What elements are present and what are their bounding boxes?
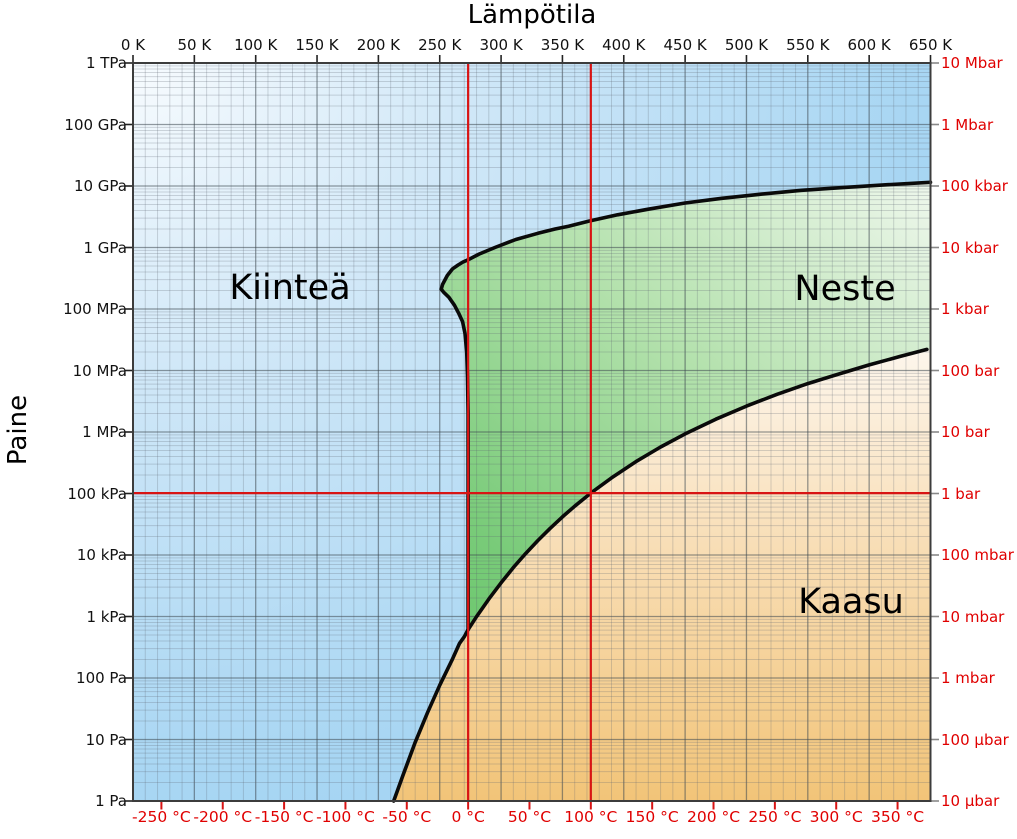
x-top-tick-label: 250 K xyxy=(418,36,462,54)
x-bottom-tick-label: 150 °C xyxy=(625,808,679,826)
x-top-tick-label: 50 K xyxy=(177,36,212,54)
y-right-tick-label: 100 bar xyxy=(941,361,1000,380)
region-label-gas: Kaasu xyxy=(798,582,904,622)
x-axis-title: Lämpötila xyxy=(467,0,597,30)
y-right-tick-label: 1 bar xyxy=(941,484,981,503)
x-bottom-tick-label: -250 °C xyxy=(132,808,191,826)
x-top-tick-label: 500 K xyxy=(724,36,769,54)
region-label-solid: Kiinteä xyxy=(229,268,351,308)
melting-curve xyxy=(439,180,933,632)
x-bottom-tick-label: 200 °C xyxy=(686,808,741,826)
sublimation-curve xyxy=(391,627,470,803)
x-bottom-tick-label: -100 °C xyxy=(316,808,375,826)
y-left-tick-label: 100 GPa xyxy=(64,115,127,134)
x-top-tick-label: 0 K xyxy=(120,36,146,54)
phase-boundary-curves xyxy=(391,180,933,803)
reference-lines xyxy=(133,63,931,801)
x-top-tick-label: 650 K xyxy=(908,36,953,54)
region-label-liquid: Neste xyxy=(794,269,896,309)
y-right-tick-label: 1 mbar xyxy=(941,669,995,687)
x-bottom-tick-label: 350 °C xyxy=(871,808,925,826)
y-left-tick-label: 100 kPa xyxy=(67,484,127,503)
y-right-tick-label: 10 Mbar xyxy=(941,54,1003,72)
x-top-tick-label: 150 K xyxy=(295,36,339,54)
y-right-tick-label: 1 kbar xyxy=(941,300,989,318)
y-right-tick-label: 1 Mbar xyxy=(941,115,994,134)
x-bottom-tick-label: 300 °C xyxy=(809,808,863,826)
x-bottom-tick-label: -150 °C xyxy=(254,808,314,826)
x-bottom-tick-label: 50 °C xyxy=(507,808,552,826)
x-bottom-tick-label: 100 °C xyxy=(564,808,618,826)
x-top-tick-label: 600 K xyxy=(847,36,891,54)
y-right-tick-label: 10 µbar xyxy=(941,792,1000,810)
y-axis-title: Paine xyxy=(3,394,33,466)
plot-frame xyxy=(132,62,932,802)
y-left-tick-label: 10 MPa xyxy=(72,361,127,380)
x-top-tick-label: 350 K xyxy=(540,36,585,54)
x-bottom-tick-label: -50 °C xyxy=(382,808,432,826)
x-top-tick-label: 400 K xyxy=(602,36,646,54)
y-right-tick-label: 100 µbar xyxy=(941,730,1009,749)
y-right-tick-label: 10 mbar xyxy=(941,607,1005,626)
gridlines xyxy=(133,63,931,801)
y-left-tick-label: 1 MPa xyxy=(82,423,127,441)
y-right-tick-label: 10 kbar xyxy=(941,238,999,257)
y-left-tick-label: 1 kPa xyxy=(86,607,127,626)
x-bottom-tick-label: -200 °C xyxy=(193,808,253,826)
y-left-tick-label: 1 Pa xyxy=(95,792,127,810)
y-left-tick-label: 100 Pa xyxy=(76,669,127,687)
y-right-tick-label: 100 kbar xyxy=(941,177,1008,195)
x-top-tick-label: 100 K xyxy=(234,36,278,54)
x-top-tick-label: 200 K xyxy=(356,36,400,54)
y-right-tick-label: 10 bar xyxy=(941,423,990,441)
x-bottom-tick-label: 0 °C xyxy=(451,808,485,826)
vaporization-curve xyxy=(466,347,929,632)
x-top-tick-label: 450 K xyxy=(663,36,707,54)
y-left-tick-label: 10 kPa xyxy=(76,546,127,564)
y-left-tick-label: 1 TPa xyxy=(85,54,127,72)
y-left-tick-label: 10 Pa xyxy=(85,730,127,749)
tick-marks xyxy=(124,55,939,810)
x-bottom-tick-label: 250 °C xyxy=(748,808,802,826)
x-top-tick-label: 550 K xyxy=(786,36,830,54)
y-left-tick-label: 1 GPa xyxy=(83,238,128,257)
y-left-tick-label: 100 MPa xyxy=(63,300,127,318)
y-right-tick-label: 100 mbar xyxy=(941,546,1014,564)
x-top-tick-label: 300 K xyxy=(479,36,523,54)
y-left-tick-label: 10 GPa xyxy=(73,177,127,195)
